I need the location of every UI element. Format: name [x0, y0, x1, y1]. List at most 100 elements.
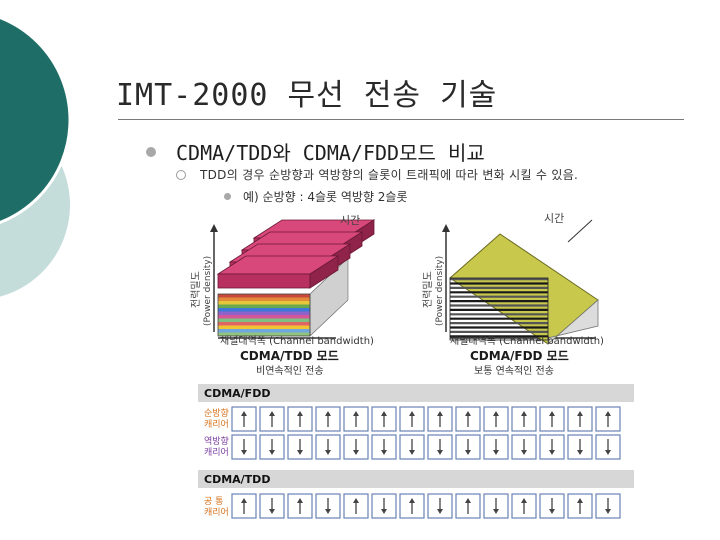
tdd-section-title: CDMA/TDD: [204, 473, 270, 486]
bullet-level3-text: 예) 순방향 : 4슬롯 역방향 2슬롯: [243, 190, 408, 204]
forward-slot: [315, 406, 341, 432]
tdd-mode-title: CDMA/TDD 모드: [240, 349, 339, 363]
arrow-down-icon: [437, 498, 443, 514]
arrow-down-icon: [409, 439, 415, 455]
forward-slot: [595, 406, 621, 432]
reverse-slot: [259, 434, 285, 460]
fdd-slot-section: CDMA/FDD 순방향 캐리어 역방향 캐리어: [198, 384, 634, 460]
arrow-down-icon: [325, 439, 331, 455]
arrow-down-icon: [605, 498, 611, 514]
arrow-up-icon: [437, 411, 443, 427]
forward-slot: [511, 406, 537, 432]
forward-slot: [539, 406, 565, 432]
reverse-slot: [399, 434, 425, 460]
fdd-section-header: [198, 384, 634, 402]
arrow-down-icon: [297, 439, 303, 455]
reverse-slot: [343, 434, 369, 460]
tdd-y-axis-arrow-icon: [210, 224, 218, 232]
arrow-down-icon: [605, 439, 611, 455]
tdd-base-block: [217, 257, 349, 337]
arrow-up-icon: [521, 411, 527, 427]
tdd-xaxis-label: 채널대역폭 (Channel bandwidth): [220, 335, 374, 347]
arrow-down-icon: [521, 439, 527, 455]
reverse-slot: [483, 434, 509, 460]
forward-slot: [259, 406, 285, 432]
bullet-dot-icon: [146, 146, 156, 157]
arrow-up-icon: [241, 498, 247, 514]
arrow-down-icon: [269, 498, 275, 514]
slide-title: IMT-2000 무선 전송 기술: [116, 78, 498, 113]
title-divider: [118, 119, 684, 120]
reverse-carrier-label-1: 역방향: [204, 435, 229, 447]
cdma-tdd-fdd-figure: 시간 전력밀도 (Power density) 채널대역폭 (Channel b…: [190, 212, 634, 519]
tdd-slot: [539, 493, 565, 519]
arrow-down-icon: [381, 498, 387, 514]
tdd-slot: [259, 493, 285, 519]
tdd-slot: [315, 493, 341, 519]
arrow-down-icon: [269, 439, 275, 455]
tdd-slot-section: CDMA/TDD 공 통 캐리어: [198, 470, 634, 519]
arrow-down-icon: [241, 439, 247, 455]
bullet-level2: TDD의 경우 순방향과 역방향의 슬롯이 트래픽에 따라 변화 시킬 수 있음…: [176, 166, 578, 183]
fdd-time-label: 시간: [544, 212, 564, 225]
decorative-circles: [0, 15, 72, 297]
forward-slot: [427, 406, 453, 432]
tdd-3d-diagram: 시간 전력밀도 (Power density) 채널대역폭 (Channel b…: [190, 214, 376, 347]
arrow-up-icon: [409, 498, 415, 514]
arrow-down-icon: [577, 439, 583, 455]
fdd-front-stripes: [449, 277, 549, 341]
arrow-up-icon: [353, 498, 359, 514]
fdd-xaxis-label: 채널대역폭 (Channel bandwidth): [450, 335, 604, 347]
arrow-up-icon: [465, 498, 471, 514]
arrow-up-icon: [521, 498, 527, 514]
arrow-down-icon: [465, 439, 471, 455]
fdd-section-title: CDMA/FDD: [204, 387, 270, 400]
forward-carrier-label-1: 순방향: [204, 407, 229, 419]
fdd-yaxis-label-kr: 전력밀도: [422, 271, 434, 308]
reverse-slot: [567, 434, 593, 460]
forward-slot: [371, 406, 397, 432]
fdd-mode-subtitle: 보통 연속적인 전송: [474, 365, 554, 377]
fdd-3d-diagram: 시간 전력밀도 (Power density) 채널대역폭 (Channel b…: [422, 212, 604, 347]
reverse-carrier-slots: [231, 434, 621, 460]
arrow-up-icon: [353, 411, 359, 427]
arrow-up-icon: [241, 411, 247, 427]
tdd-slot: [287, 493, 313, 519]
common-carrier-label-2: 캐리어: [204, 507, 229, 518]
reverse-slot: [595, 434, 621, 460]
arrow-down-icon: [437, 439, 443, 455]
tdd-slot: [343, 493, 369, 519]
bullet-ring-icon: [176, 169, 186, 180]
common-carrier-label-1: 공 통: [204, 496, 223, 507]
common-carrier-slots: [231, 493, 621, 519]
arrow-down-icon: [381, 439, 387, 455]
reverse-slot: [371, 434, 397, 460]
arrow-up-icon: [549, 411, 555, 427]
tdd-slot: [595, 493, 621, 519]
forward-slot: [567, 406, 593, 432]
bullet-level1-text: CDMA/TDD와 CDMA/FDD모드 비교: [176, 141, 485, 165]
bullet-dot-icon: [224, 193, 231, 200]
fdd-time-axis: [567, 219, 593, 243]
tdd-yaxis-label-en: (Power density): [203, 256, 213, 326]
reverse-slot: [539, 434, 565, 460]
reverse-carrier-label-2: 캐리어: [204, 447, 229, 458]
fdd-mode-title: CDMA/FDD 모드: [470, 349, 569, 363]
arrow-down-icon: [325, 498, 331, 514]
tdd-slot: [483, 493, 509, 519]
tdd-time-label: 시간: [340, 214, 360, 227]
reverse-slot: [455, 434, 481, 460]
arrow-down-icon: [493, 498, 499, 514]
forward-carrier-label-2: 캐리어: [204, 419, 229, 430]
tdd-slab: [216, 255, 340, 289]
tdd-yaxis-label-kr: 전력밀도: [190, 271, 202, 308]
reverse-slot: [287, 434, 313, 460]
forward-slot: [483, 406, 509, 432]
tdd-slot: [511, 493, 537, 519]
tdd-slot: [371, 493, 397, 519]
fdd-yaxis-label-en: (Power density): [435, 256, 445, 326]
arrow-up-icon: [297, 498, 303, 514]
arrow-up-icon: [269, 411, 275, 427]
bullet-level1: CDMA/TDD와 CDMA/FDD모드 비교: [146, 137, 485, 166]
arrow-up-icon: [605, 411, 611, 427]
